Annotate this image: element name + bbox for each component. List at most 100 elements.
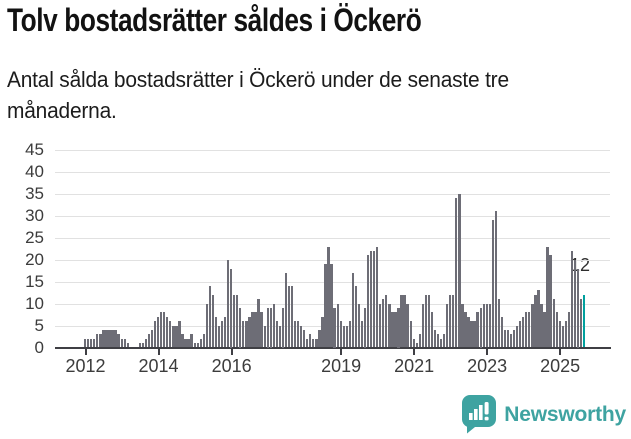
bar [211,294,215,348]
bar [461,303,464,348]
y-axis-label: 30 [25,205,44,225]
bar [491,220,494,348]
bar [90,338,93,348]
bar [342,325,345,348]
bar [272,303,275,348]
bar [287,286,291,348]
page-title: Tolv bostadsrätter såldes i Öckerö [7,2,422,38]
x-axis-label: 2025 [540,355,581,376]
bar [357,303,361,348]
bar [175,325,178,348]
x-axis-label: 2023 [467,355,508,376]
bar [418,334,421,348]
bar [296,321,300,348]
bar [449,294,452,348]
bar [516,325,519,348]
bar [290,286,294,348]
bar [153,321,157,348]
bar [193,343,196,348]
bar [534,294,537,348]
bar [388,303,391,348]
bar [236,294,239,348]
bar [363,308,367,348]
bar [275,321,278,348]
bar [147,334,151,348]
bar [202,334,205,348]
bar [497,299,501,348]
bar [458,193,461,348]
bar [427,294,431,348]
bar [506,329,510,348]
y-axis-label: 0 [34,337,44,357]
gridline [55,237,610,239]
bar [312,338,315,348]
bar [549,255,552,348]
y-axis-label: 25 [25,227,44,247]
bar [278,325,281,348]
gridline [55,193,610,195]
highlighted-bar [582,294,586,348]
bar [245,321,248,348]
bar [163,312,166,348]
bar [318,329,321,348]
x-axis-line [55,346,611,349]
bar [385,294,388,348]
bar [360,321,364,348]
bar [166,316,169,348]
bar [555,312,558,348]
bar [248,316,251,348]
bar [354,286,358,348]
bar [333,308,336,348]
bar [214,316,218,348]
bar [570,250,574,348]
y-axis-label: 15 [25,271,44,291]
bar [108,329,111,348]
bar [379,303,382,348]
bar [324,264,327,348]
bar [260,312,263,348]
bar [564,321,567,348]
bar [433,329,437,348]
bar [233,294,236,348]
bar [123,338,126,348]
bar [220,321,224,348]
bar [144,338,148,348]
y-axis-label: 10 [25,293,44,313]
bar [373,250,376,348]
bar [111,329,114,348]
bar [348,321,351,348]
bar [251,312,254,348]
bar [269,308,272,348]
bar [239,308,242,348]
bar [184,338,187,348]
bar [540,303,543,348]
bar [519,321,522,348]
bar [205,303,208,348]
bar [266,308,269,348]
bar [573,259,577,348]
bar [157,316,160,348]
bar [321,316,324,348]
bar [546,246,549,348]
bar [93,338,96,348]
bar [284,272,288,348]
bar [120,338,123,348]
bar [512,329,516,348]
bar [254,312,257,348]
bar [242,321,245,348]
bar [509,334,513,348]
bar [415,343,418,348]
gridline [55,171,610,173]
bar [579,299,583,348]
x-axis-tick [340,349,343,355]
bar [421,303,424,348]
bar [187,338,190,348]
bar [336,303,339,348]
x-axis-label: 2021 [394,355,435,376]
bar [525,312,528,348]
bar [528,312,531,348]
bar [169,321,172,348]
bar [503,329,507,348]
bar [479,308,482,348]
